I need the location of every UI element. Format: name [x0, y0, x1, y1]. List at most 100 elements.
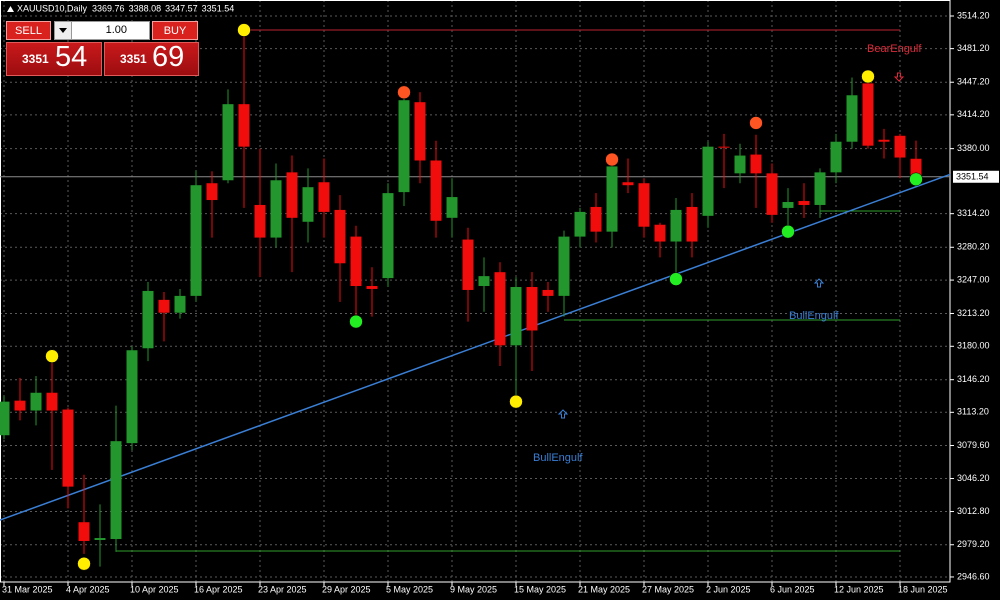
y-tick-label: 3012.80	[957, 506, 990, 516]
last-open: 3369.76	[92, 4, 125, 14]
last-high: 3388.08	[129, 4, 162, 14]
candle-body	[814, 172, 826, 205]
candles	[0, 30, 922, 567]
candle-body	[638, 183, 650, 227]
candle-body	[254, 204, 266, 238]
candle-body	[206, 183, 218, 201]
candle-body	[270, 180, 282, 238]
y-tick-label: 3146.20	[957, 374, 990, 384]
header-text: XAUUSD10,Daily 3369.76 3388.08 3347.57 3351.…	[17, 4, 234, 14]
candle-body	[670, 209, 682, 242]
y-tick-label: 3414.20	[957, 109, 990, 119]
signal-dot	[909, 172, 923, 187]
candle-body	[798, 201, 810, 205]
candle-body	[894, 135, 906, 158]
x-tick-label: 27 May 2025	[642, 584, 694, 594]
lot-input[interactable]: 1.00	[54, 21, 150, 40]
candle-body	[702, 146, 714, 216]
candle-body	[654, 224, 666, 242]
y-tick-label: 3380.00	[957, 143, 990, 153]
trade-panel: SELL 1.00 BUY 3351 54 3351 69	[6, 20, 199, 77]
signal-dot	[669, 272, 683, 286]
chart-header: XAUUSD10,Daily 3369.76 3388.08 3347.57 3351.…	[7, 4, 234, 14]
y-tick-label: 3046.20	[957, 473, 990, 483]
signal-dot	[509, 394, 523, 409]
annotation: BullEngulf	[533, 452, 583, 464]
price-label-box	[953, 170, 999, 183]
x-tick-label: 2 Jun 2025	[706, 584, 751, 594]
signal-dot	[861, 69, 875, 84]
y-tick-label: 3447.20	[957, 77, 990, 87]
candle-body	[734, 155, 746, 174]
signal-dot	[749, 116, 763, 130]
lot-value: 1.00	[105, 24, 127, 36]
candle-body	[590, 206, 602, 232]
candle-body	[846, 95, 858, 142]
candle-body	[110, 441, 122, 540]
candle-body	[622, 182, 634, 186]
x-tick-label: 31 Mar 2025	[2, 584, 53, 594]
y-tick-label: 3280.20	[957, 242, 990, 252]
signal-dot	[397, 85, 411, 100]
signal-dot	[237, 23, 251, 37]
candle-body	[238, 104, 250, 147]
candle-body	[142, 290, 154, 349]
annotation: BearEngulf	[867, 43, 922, 55]
signal-dot	[781, 224, 795, 239]
candle-body	[462, 239, 474, 290]
x-tick-label: 9 May 2025	[450, 584, 497, 594]
x-tick-label: 16 Apr 2025	[194, 584, 243, 594]
x-tick-label: 15 May 2025	[514, 584, 566, 594]
y-tick-label: 3079.60	[957, 440, 990, 450]
bid-small: 54	[55, 41, 88, 73]
candle-body	[542, 289, 554, 296]
y-tick-label: 3213.20	[957, 308, 990, 318]
candle-body	[750, 154, 762, 174]
y-tick-label: 3481.20	[957, 43, 990, 53]
lot-dropdown[interactable]	[55, 22, 72, 39]
buy-button[interactable]: BUY	[152, 21, 198, 40]
y-tick-label: 3113.20	[957, 407, 989, 417]
x-tick-label: 23 Apr 2025	[258, 584, 307, 594]
y-tick-label: 3514.20	[957, 10, 990, 20]
bid-big: 3351	[22, 52, 49, 66]
candle-body	[286, 172, 298, 218]
candle-body	[862, 83, 874, 146]
x-tick-label: 21 May 2025	[578, 584, 630, 594]
candle-body	[510, 286, 522, 346]
candle-body	[478, 276, 490, 287]
candle-body	[46, 392, 58, 411]
candle-body	[574, 211, 586, 237]
y-tick-label: 3247.00	[957, 274, 990, 284]
candle-body	[382, 193, 394, 279]
x-tick-label: 29 Apr 2025	[322, 584, 371, 594]
ask-big: 3351	[120, 52, 147, 66]
candle-body	[430, 160, 442, 221]
bid-price[interactable]: 3351 54	[6, 41, 102, 76]
x-tick-label: 10 Apr 2025	[130, 584, 179, 594]
candle-body	[190, 185, 202, 296]
y-tick-label: 3180.00	[957, 341, 990, 351]
candle-body	[334, 209, 346, 264]
ask-price[interactable]: 3351 69	[104, 41, 199, 76]
candle-body	[30, 392, 42, 411]
arrow-icons	[557, 72, 905, 419]
candle-body	[302, 187, 314, 222]
candle-body	[414, 102, 426, 161]
symbol-title: XAUUSD10,Daily	[17, 4, 88, 14]
sell-button[interactable]: SELL	[6, 21, 51, 40]
arrow-icon	[813, 278, 825, 288]
signal-dot	[349, 314, 363, 329]
candle-body	[350, 236, 362, 287]
signal-dot	[605, 152, 619, 167]
signals: BearEngulf BullEngulf BullEngulf 3351.54	[45, 23, 999, 571]
x-tick-label: 12 Jun 2025	[834, 584, 884, 594]
signal-dot	[77, 556, 91, 571]
candle-body	[446, 197, 458, 218]
x-tick-label: 5 May 2025	[386, 584, 433, 594]
signal-dot	[45, 349, 59, 363]
candle-body	[78, 522, 90, 541]
